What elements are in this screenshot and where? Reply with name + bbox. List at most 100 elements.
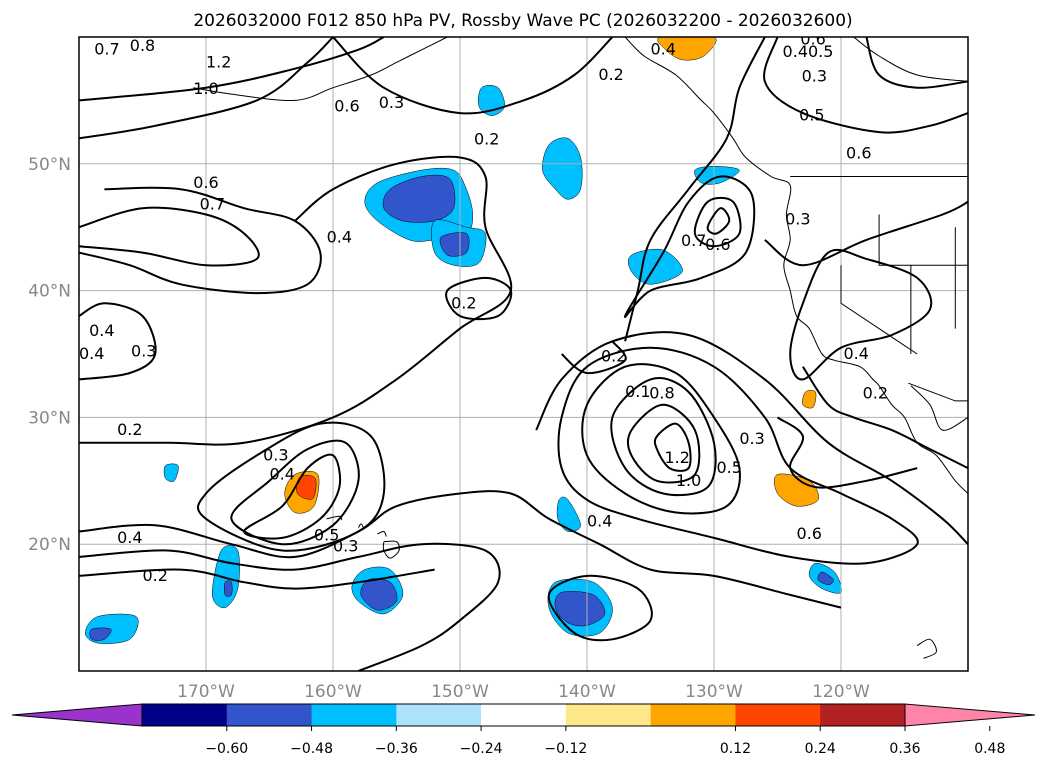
contour-label: 0.7: [681, 231, 706, 250]
pv-contour-line: [693, 196, 742, 248]
pv-contour-line: [610, 377, 717, 497]
pv-contour-line: [776, 416, 918, 489]
colorbar-bin: [565, 704, 652, 726]
contour-label: 0.4: [117, 528, 142, 547]
pv-contour-line: [445, 276, 513, 321]
contour-label: 0.2: [863, 383, 888, 402]
colorbar-bin: [226, 704, 313, 726]
contour-label: 0.4: [587, 511, 612, 530]
pv-contour-line: [706, 207, 731, 235]
pv-anomaly-patch: [694, 166, 740, 185]
contour-label: 0.3: [131, 341, 156, 360]
colorbar-tick-label: −0.36: [375, 741, 418, 757]
contour-label: 0.6: [705, 235, 730, 254]
pv-anomaly-fills: [85, 37, 842, 644]
contour-label: 0.2: [451, 293, 476, 312]
colorbar-extend-high: [904, 703, 1036, 727]
pv-contour-line: [560, 340, 627, 375]
contour-labels: 0.7 0.81.21.00.6 0.30.20.20.4 0.40.60.50.30…: [79, 30, 888, 585]
longitude-labels: 170°W 160°W 150°W 140°W 130°W 120°W: [177, 682, 870, 702]
contour-label: 1.0: [676, 471, 701, 490]
longitude-label: 160°W: [304, 682, 362, 702]
map-frame: [78, 36, 969, 672]
pv-contour-line: [624, 175, 756, 318]
contour-label: 0.3: [802, 66, 827, 85]
contour-label: 0.3: [739, 429, 764, 448]
pv-anomaly-patch: [360, 578, 398, 611]
contour-label: 1.0: [193, 79, 218, 98]
pv-anomaly-patch: [382, 174, 456, 223]
colorbar-extend-low: [11, 703, 143, 727]
pv-contour-line: [79, 155, 513, 446]
contour-label: 0.8: [130, 36, 155, 55]
pv-contour-line: [581, 363, 741, 515]
pv-contour-line: [79, 37, 385, 102]
pv-contour-line: [547, 574, 653, 642]
contour-label: 0.2: [598, 65, 623, 84]
pv-anomaly-patch: [657, 37, 717, 61]
colorbar-tick-label: 0.36: [889, 741, 920, 757]
contour-label: 0.3: [379, 93, 404, 112]
pv-contour-line: [243, 453, 342, 540]
pv-anomaly-patch: [163, 463, 179, 482]
contour-label: 0.5: [717, 458, 742, 477]
latitude-label: 40°N: [28, 282, 71, 302]
colorbar: −0.60 −0.48 −0.36 −0.24 −0.12 0.12 0.24 0.36 0.4…: [11, 703, 1036, 757]
coastline: [916, 638, 937, 659]
contour-label: 0.4: [327, 227, 352, 246]
pv-contour-line: [535, 331, 968, 545]
contour-label: 1.2: [206, 52, 231, 71]
pv-anomaly-patch: [817, 571, 834, 586]
pv-anomaly-patch: [556, 496, 581, 533]
colorbar-bin: [650, 704, 736, 726]
contour-label: 0.1: [625, 382, 650, 401]
contour-label: 0.2: [142, 566, 167, 585]
pv-contour-line: [79, 206, 260, 267]
longitude-label: 120°W: [812, 682, 870, 702]
pv-contour-line: [763, 37, 968, 134]
coastline: [193, 37, 448, 102]
contour-label: 0.4: [783, 42, 808, 61]
pv-contour-line: [624, 37, 766, 342]
colorbar-bin: [396, 704, 482, 726]
colorbar-tick-label: 0.24: [805, 741, 836, 757]
colorbar-bin: [142, 704, 228, 726]
longitude-label: 140°W: [558, 682, 616, 702]
colorbar-bin: [481, 704, 567, 726]
colorbar-tick-label: −0.12: [544, 741, 587, 757]
pv-contours: [79, 37, 968, 671]
pv-anomaly-patch: [296, 475, 317, 500]
latitude-labels: 50°N 40°N 30°N 20°N: [28, 155, 71, 555]
contour-label: 0.6: [334, 97, 359, 116]
contour-label: 0.2: [601, 347, 626, 366]
chart-title: 2026032000 F012 850 hPa PV, Rossby Wave …: [193, 11, 852, 31]
pv-contour-line: [79, 568, 435, 590]
contour-label: 0.3: [785, 210, 810, 229]
contour-label: 0.6: [846, 144, 871, 163]
pv-contour-line: [79, 37, 334, 140]
pv-anomaly-patch: [802, 390, 817, 409]
contour-label: 0.6: [800, 30, 825, 49]
colorbar-tick-label: 0.48: [974, 741, 1005, 757]
contour-label: 0.8: [649, 383, 674, 402]
pv-contour-line: [197, 421, 386, 552]
colorbar-bin: [311, 704, 397, 726]
pv-contour-line: [653, 422, 692, 472]
longitude-label: 150°W: [431, 682, 489, 702]
contour-label: 0.5: [808, 42, 833, 61]
pv-contour-line: [764, 200, 968, 267]
coastline: [326, 515, 343, 521]
contour-label: 0.4: [269, 464, 294, 483]
colorbar-tick-label: −0.48: [290, 741, 333, 757]
coastline: [382, 540, 400, 559]
longitude-label: 170°W: [177, 682, 235, 702]
contour-label: 0.4: [89, 321, 114, 340]
coastlines: [193, 37, 968, 659]
contour-label: 0.7: [200, 194, 225, 213]
contour-label: 0.5: [799, 106, 824, 125]
latitude-label: 50°N: [28, 155, 71, 175]
contour-label: 0.6: [193, 173, 218, 192]
pv-contour-line: [79, 490, 842, 609]
contour-label: 1.2: [664, 448, 689, 467]
